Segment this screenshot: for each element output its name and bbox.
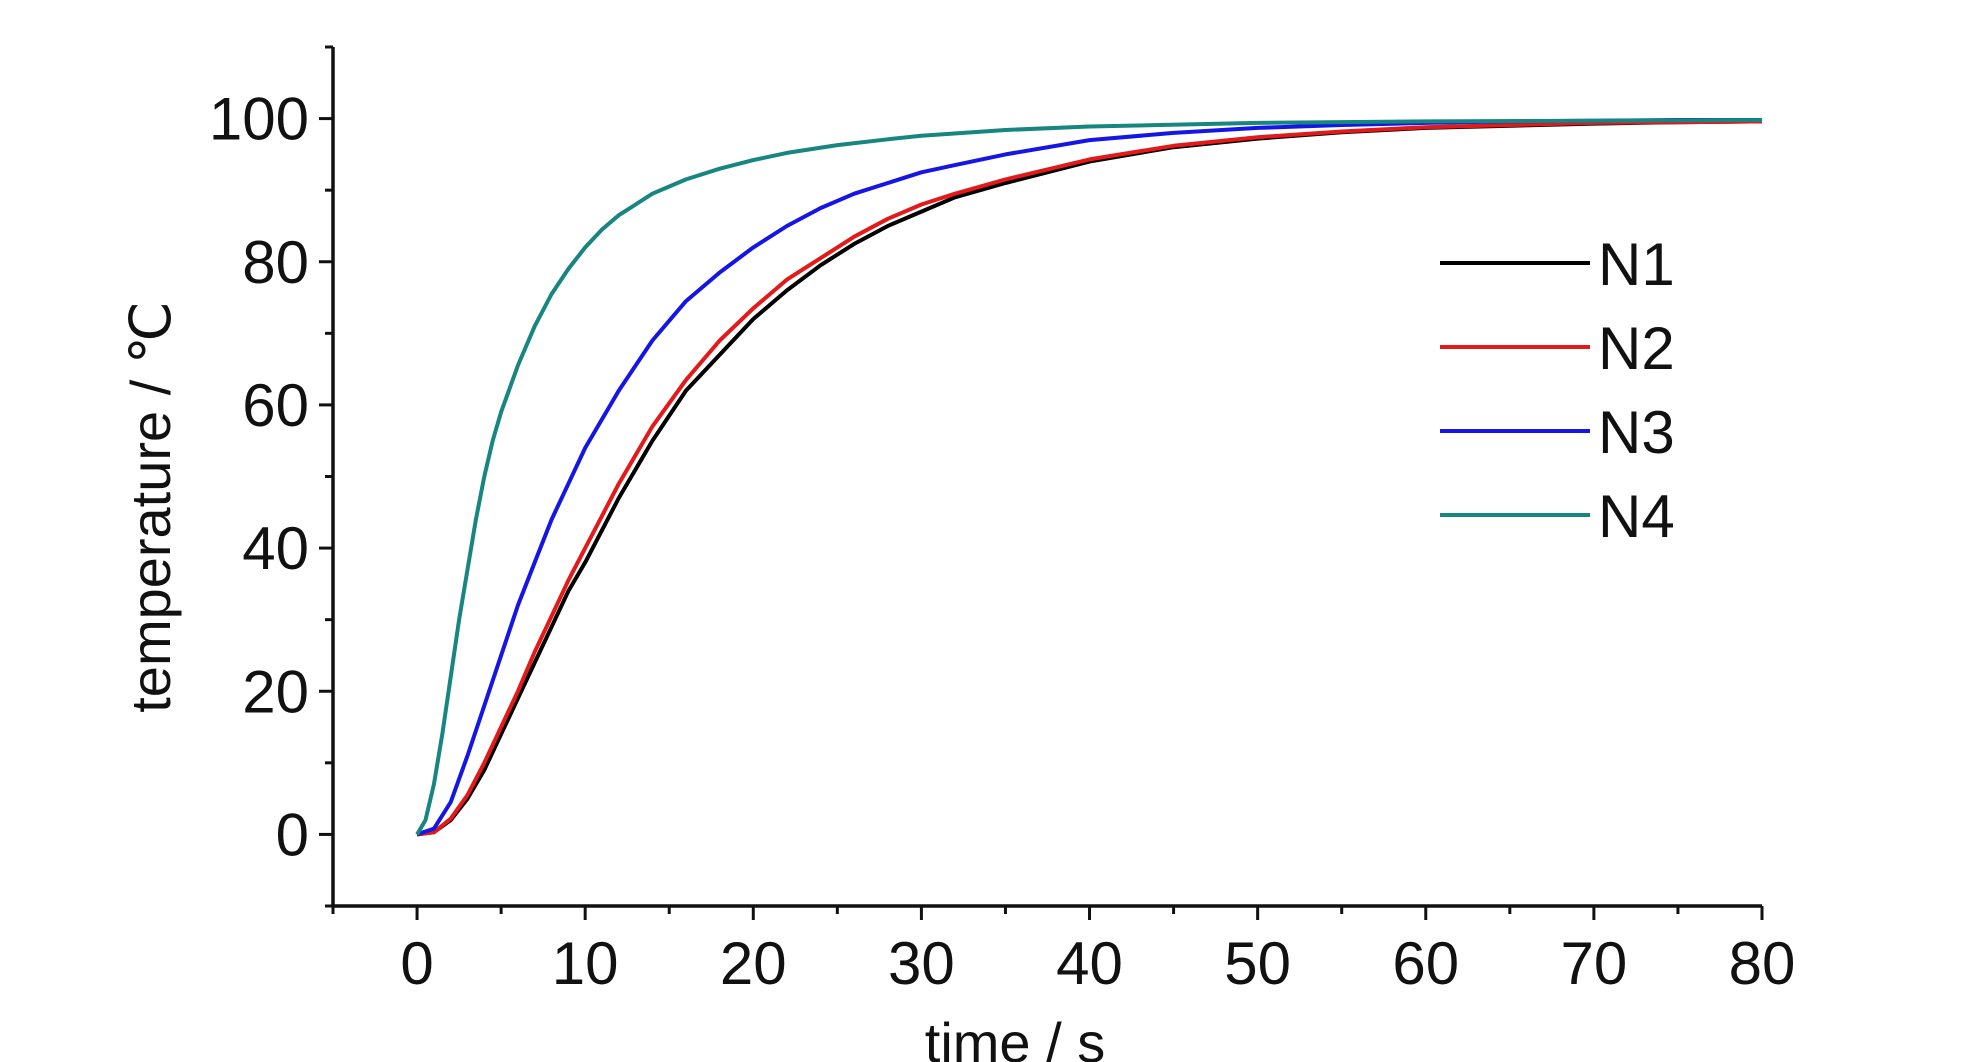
y-tick-label: 20 bbox=[242, 658, 309, 725]
y-tick-label: 40 bbox=[242, 515, 309, 582]
y-tick-label: 0 bbox=[276, 801, 309, 868]
legend-label-n3: N3 bbox=[1598, 399, 1675, 466]
series-line-n2 bbox=[416, 119, 1763, 837]
x-tick-label: 20 bbox=[720, 930, 787, 997]
legend-label-n4: N4 bbox=[1598, 483, 1675, 550]
legend: N1 N2 N3 N4 bbox=[1440, 231, 1675, 550]
x-tick-label: 40 bbox=[1056, 930, 1123, 997]
x-tick-label: 60 bbox=[1392, 930, 1459, 997]
y-tick-label: 100 bbox=[209, 86, 309, 153]
x-tick-label: 80 bbox=[1729, 930, 1796, 997]
ticks: 0 10 20 30 40 50 60 70 80 0 20 40 60 80 100 bbox=[209, 45, 1796, 997]
y-axis-title: temperature / ℃ bbox=[119, 301, 182, 713]
x-tick-label: 70 bbox=[1561, 930, 1628, 997]
x-tick-label: 0 bbox=[400, 930, 433, 997]
x-tick-label: 30 bbox=[888, 930, 955, 997]
series-line-n3 bbox=[416, 118, 1762, 837]
x-tick-label: 50 bbox=[1224, 930, 1291, 997]
legend-label-n2: N2 bbox=[1598, 315, 1675, 382]
y-tick-label: 80 bbox=[242, 229, 309, 296]
legend-label-n1: N1 bbox=[1598, 231, 1675, 298]
x-tick-label: 10 bbox=[552, 930, 619, 997]
series-line-n4 bbox=[415, 118, 1763, 836]
y-tick-label: 60 bbox=[242, 372, 309, 439]
series-line-n1 bbox=[416, 119, 1763, 837]
x-axis-title: time / s bbox=[925, 1011, 1105, 1062]
plot-lines bbox=[415, 118, 1763, 837]
axes bbox=[331, 47, 1762, 908]
